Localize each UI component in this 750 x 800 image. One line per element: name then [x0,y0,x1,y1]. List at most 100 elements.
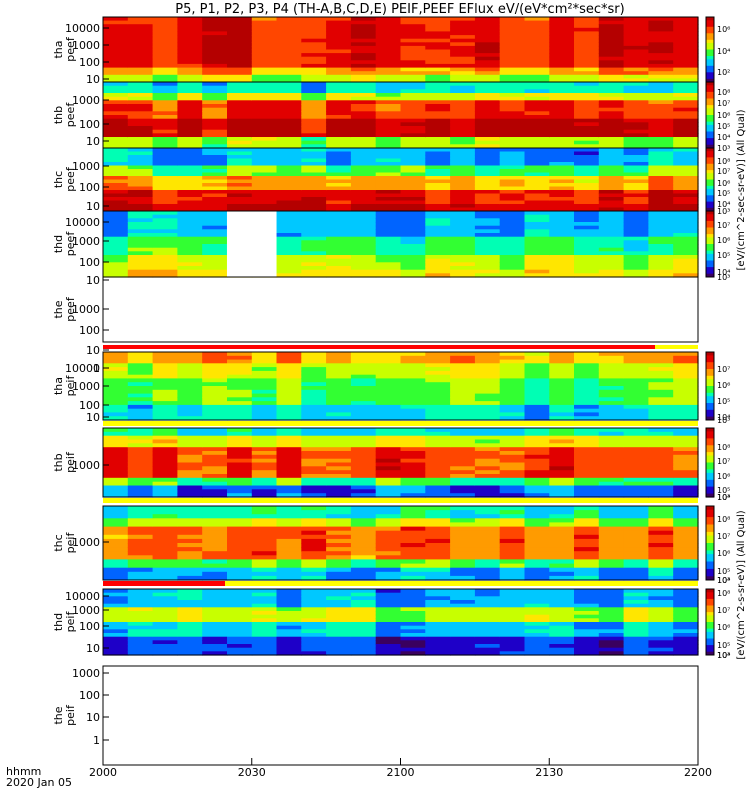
heatmap-cell [474,439,501,444]
heatmap-cell [103,644,129,649]
heatmap-cell [673,27,699,32]
heatmap-cell [301,614,327,619]
heatmap-cell [127,115,154,120]
heatmap-cell [499,534,526,540]
y-tick-label: 1000 [72,235,100,248]
heatmap-cell [400,412,426,417]
heatmap-cell [598,67,625,72]
heatmap-cell [648,53,674,58]
y-tick-label: 1000 [72,160,100,173]
heatmap-cell [103,575,129,581]
heatmap-cell [326,636,352,641]
heatmap-cell [177,477,203,483]
heatmap-cell [251,633,278,638]
heatmap-cell [350,416,377,421]
heatmap-cell [450,404,476,410]
heatmap-cell [524,63,550,69]
heatmap-cell [474,176,501,181]
heatmap-cell [375,374,402,380]
heatmap-cell [623,262,649,267]
heatmap-cell [103,534,129,540]
heatmap-cell [598,644,625,649]
heatmap-cell [524,389,550,395]
heatmap-cell [375,35,402,40]
heatmap-cell [623,251,649,256]
heatmap-cell [152,404,178,410]
heatmap-cell [276,644,302,649]
heatmap-cell [450,470,476,475]
heatmap-cell [425,63,451,69]
heatmap-cell [202,412,228,417]
heatmap-cell [177,470,203,475]
heatmap-cell [301,111,327,116]
heatmap-cell [251,71,278,76]
heatmap-cell [326,462,352,467]
heatmap-cell [474,111,501,116]
heatmap-cell [524,506,550,511]
heatmap-cell [673,493,699,498]
heatmap-cell [598,255,625,260]
heatmap-cell [574,74,600,79]
heatmap-cell [623,115,649,120]
heatmap-cell [574,53,600,58]
heatmap-cell [474,197,501,202]
heatmap-cell [598,244,625,249]
heatmap-cell [673,100,699,105]
heatmap-cell [251,100,278,105]
heatmap-cell [127,85,154,90]
colorbar-swatch [706,148,714,152]
heatmap-cell [673,547,699,552]
heatmap-cell [499,386,526,391]
heatmap-cell [202,629,228,634]
heatmap-cell [549,374,575,380]
heatmap-cell [375,447,402,452]
heatmap-cell [326,629,352,634]
heatmap-cell [152,151,178,156]
heatmap-cell [350,412,377,417]
heatmap-cell [549,35,575,40]
heatmap-cell [524,571,550,577]
heatmap-cell [276,35,302,40]
heatmap-cell [623,255,649,260]
heatmap-cell [574,104,600,109]
heatmap-cell [425,60,451,65]
panel-frame [102,588,699,656]
heatmap-cell [375,193,402,198]
heatmap-cell [673,204,699,209]
heatmap-cell [549,462,575,467]
heatmap-cell [301,20,327,25]
heatmap-cell [350,547,377,552]
heatmap-cell [549,229,575,234]
heatmap-cell [202,229,228,234]
heatmap-cell [227,506,253,511]
heatmap-cell [400,477,426,483]
heatmap-cell [574,404,600,410]
heatmap-cell [474,78,501,83]
heatmap-cell [127,240,154,245]
heatmap-cell [276,82,302,87]
heatmap-cell [648,607,674,612]
heatmap-cell [598,462,625,467]
heatmap-cell [202,489,228,494]
heatmap-cell [276,458,302,464]
heatmap-cell [103,640,129,645]
heatmap-cell [152,118,178,123]
heatmap-cell [202,158,228,163]
heatmap-cell [648,137,674,142]
heatmap-cell [598,118,625,123]
heatmap-cell [152,408,178,414]
heatmap-cell [127,133,154,138]
heatmap-cell [598,140,625,145]
heatmap-cell [598,408,625,414]
heatmap-cell [598,197,625,202]
heatmap-cell [474,222,501,227]
heatmap-cell [276,526,302,532]
heatmap-cell [127,218,154,223]
heatmap-cell [103,474,129,479]
heatmap-cell [400,225,426,230]
heatmap-cell [499,485,526,490]
heatmap-cell [648,38,674,43]
heatmap-cell [425,197,451,202]
heatmap-cell [648,190,674,195]
heatmap-cell [499,67,526,72]
